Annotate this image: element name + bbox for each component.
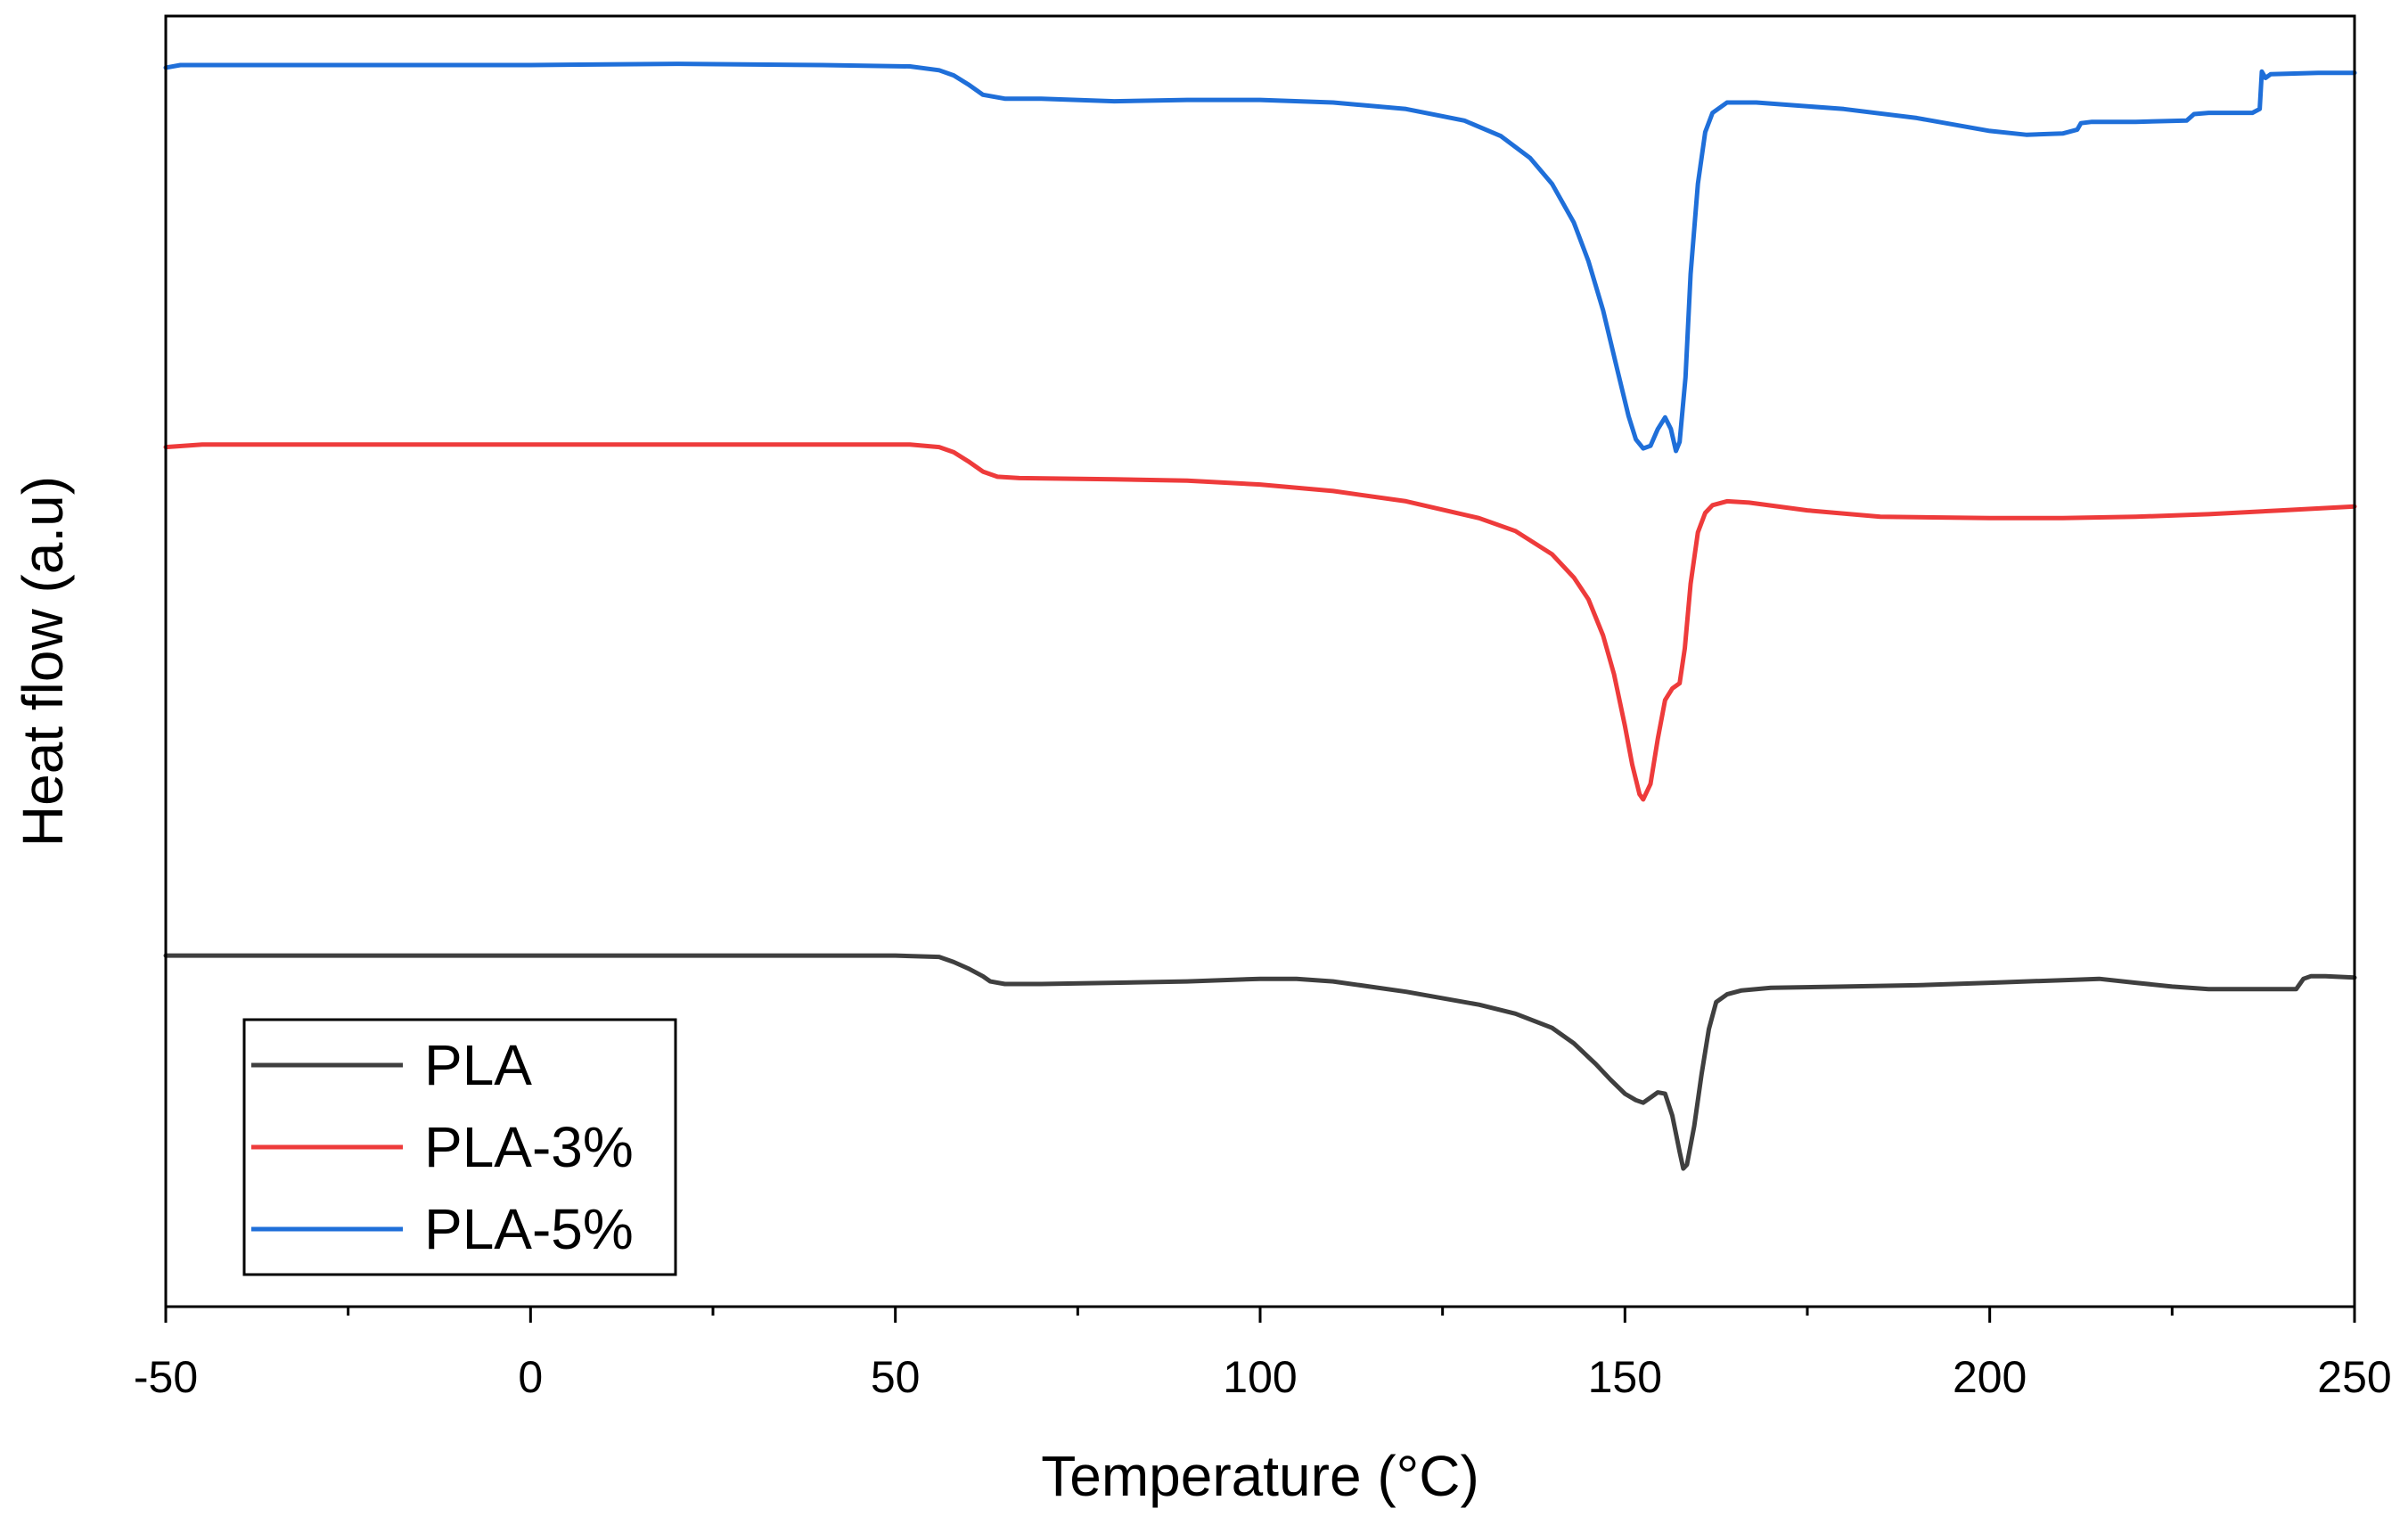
legend: PLA PLA-3% PLA-5% <box>242 1018 677 1276</box>
x-axis-tick-labels: -50 0 50 100 150 200 250 <box>134 1352 2392 1402</box>
x-tick-label: 0 <box>518 1352 543 1402</box>
x-axis-ticks <box>164 1307 2356 1323</box>
series-layer <box>163 62 2357 1171</box>
y-axis-title: Heat flow (a.u) <box>11 476 75 847</box>
series-line-pla-5 <box>163 62 2357 454</box>
x-tick-label: -50 <box>134 1352 198 1402</box>
series-line-pla <box>163 953 2357 1171</box>
x-tick-label: 150 <box>1588 1352 1662 1402</box>
legend-label: PLA-5% <box>424 1197 634 1261</box>
x-tick-label: 100 <box>1223 1352 1297 1402</box>
legend-label: PLA-3% <box>424 1115 634 1179</box>
x-tick-label: 50 <box>871 1352 921 1402</box>
x-axis-title: Temperature (°C) <box>1041 1444 1479 1508</box>
x-tick-label: 250 <box>2317 1352 2391 1402</box>
x-tick-label: 200 <box>1953 1352 2027 1402</box>
legend-label: PLA <box>424 1033 532 1097</box>
series-line-pla-3 <box>163 442 2357 802</box>
